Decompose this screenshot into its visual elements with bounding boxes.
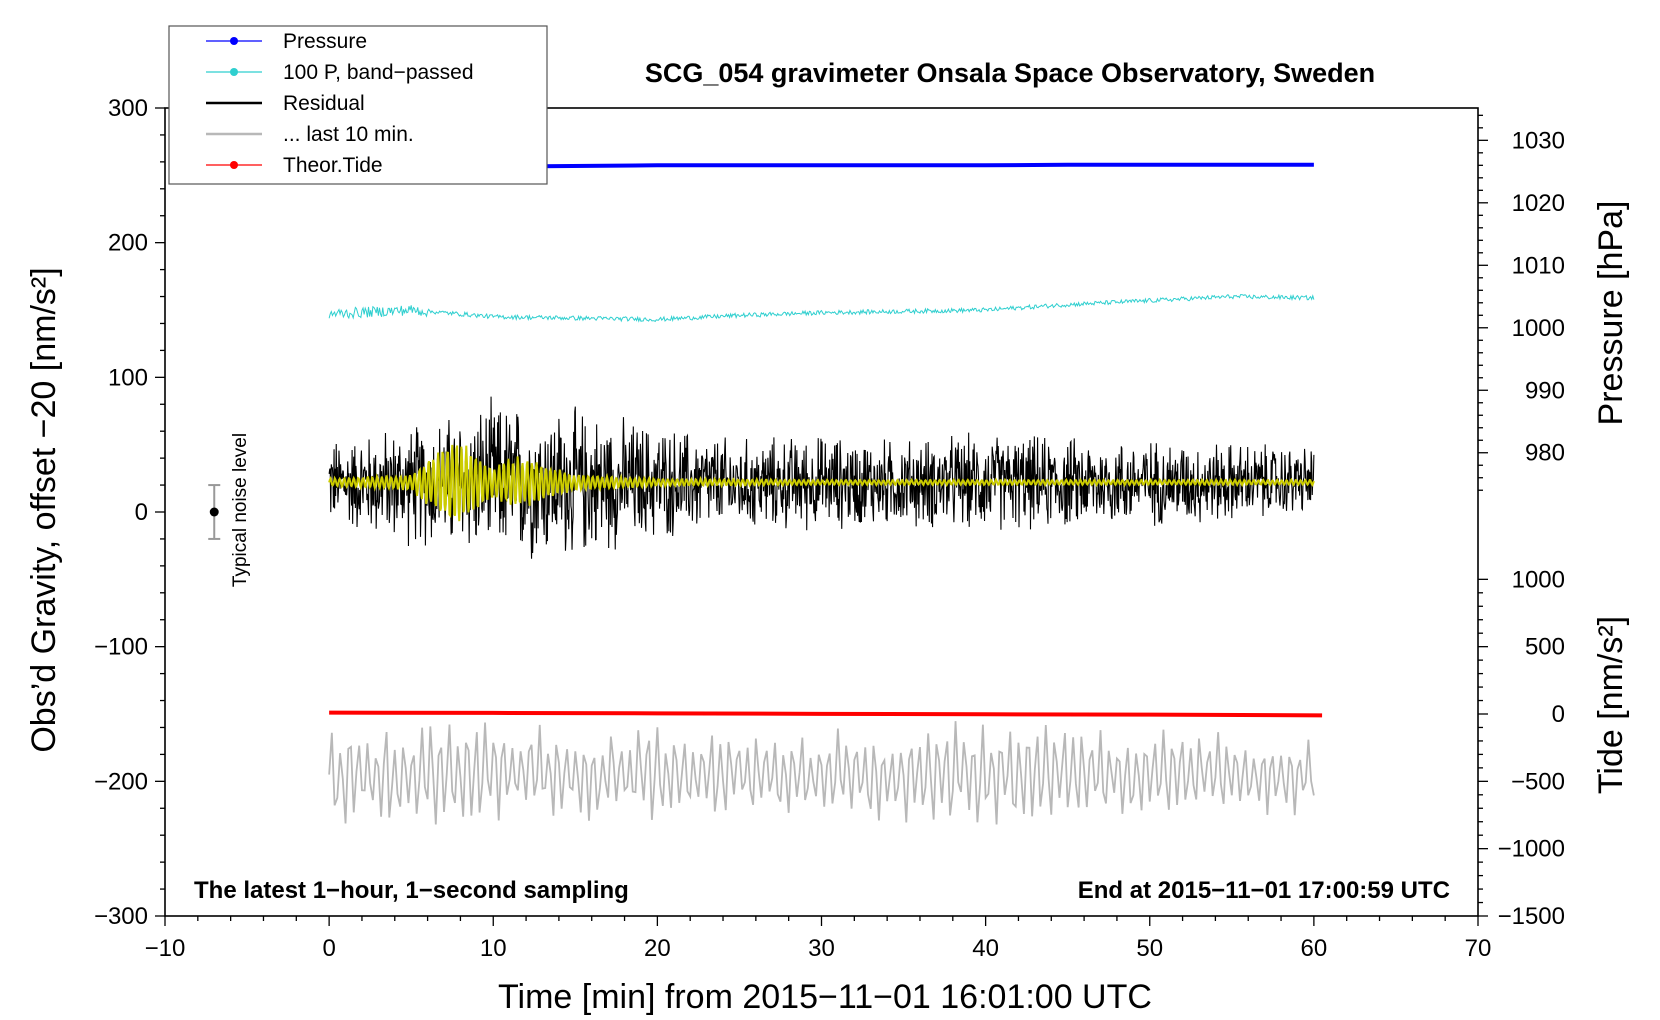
theoretical-tide-line — [329, 710, 1323, 718]
x-tick-label: 40 — [972, 935, 999, 962]
tide-tick-label: 0 — [1552, 701, 1565, 728]
plot-frame — [164, 107, 1479, 917]
annotation-sampling: The latest 1−hour, 1−second sampling — [194, 877, 629, 904]
noise-level-label: Typical noise level — [230, 433, 251, 587]
pressure-series-line — [329, 162, 1314, 169]
pressure-tick-label: 980 — [1525, 440, 1565, 467]
y-left-tick-label: 100 — [108, 364, 148, 391]
x-tick-label: 30 — [808, 935, 835, 962]
last-10-min-line — [328, 721, 1315, 825]
pressure-tick-label: 1020 — [1512, 190, 1565, 217]
noise-level-indicator: Typical noise level — [208, 433, 251, 587]
x-tick-label: 20 — [644, 935, 671, 962]
tide-tick-label: −1500 — [1498, 903, 1565, 930]
y-axis-pressure-title: Pressure [hPa] — [1592, 201, 1630, 426]
y-left-tick-label: 0 — [135, 499, 148, 526]
y-left-tick-label: −200 — [94, 768, 148, 795]
legend-label: Residual — [283, 92, 365, 115]
tide-tick-label: 500 — [1525, 634, 1565, 661]
legend-marker — [230, 37, 238, 45]
legend-box — [168, 25, 548, 185]
legend-marker — [230, 161, 238, 169]
x-tick-label: −10 — [145, 935, 186, 962]
x-tick-label: 10 — [480, 935, 507, 962]
pressure-tick-label: 1000 — [1512, 315, 1565, 342]
tide-tick-label: 1000 — [1512, 566, 1565, 593]
pressure-tick-label: 1030 — [1512, 127, 1565, 154]
legend-marker — [230, 68, 238, 76]
x-tick-label: 70 — [1465, 935, 1492, 962]
x-tick-label: 0 — [322, 935, 335, 962]
legend: Pressure 100 P, band−passed Residual ... la… — [168, 25, 548, 185]
x-axis-title: Time [min] from 2015−11−01 16:01:00 UTC — [498, 978, 1152, 1016]
legend-label: 100 P, band−passed — [283, 61, 474, 84]
x-tick-label: 60 — [1301, 935, 1328, 962]
tide-tick-label: −500 — [1511, 768, 1565, 795]
legend-label: Theor.Tide — [283, 154, 383, 177]
x-tick-label: 50 — [1136, 935, 1163, 962]
noise-level-dot — [209, 507, 219, 517]
axes-layer: −10 0 10 20 30 40 50 60 703002001000−100−200−300… — [94, 95, 1565, 962]
y-left-tick-label: −100 — [94, 634, 148, 661]
chart-title: SCG_054 gravimeter Onsala Space Observat… — [645, 58, 1375, 88]
band-passed-residual-line — [328, 444, 1315, 522]
data-series-layer — [328, 162, 1323, 825]
legend-label: Pressure — [283, 30, 367, 53]
tide-tick-label: −1000 — [1498, 836, 1565, 863]
pressure-tick-label: 1010 — [1512, 252, 1565, 279]
pressure-band-passed-line — [328, 293, 1315, 323]
y-left-tick-label: 200 — [108, 230, 148, 257]
y-axis-left-title: Obs’d Gravity, offset −20 [nm/s²] — [25, 267, 63, 752]
y-left-tick-label: −300 — [94, 903, 148, 930]
legend-items: Pressure 100 P, band−passed Residual ... la… — [206, 30, 474, 177]
pressure-tick-label: 990 — [1525, 377, 1565, 404]
annotation-end-time: End at 2015−11−01 17:00:59 UTC — [1078, 877, 1450, 904]
y-left-tick-label: 300 — [108, 95, 148, 122]
legend-label: ... last 10 min. — [283, 123, 414, 146]
y-axis-tide-title: Tide [nm/s²] — [1592, 616, 1630, 794]
